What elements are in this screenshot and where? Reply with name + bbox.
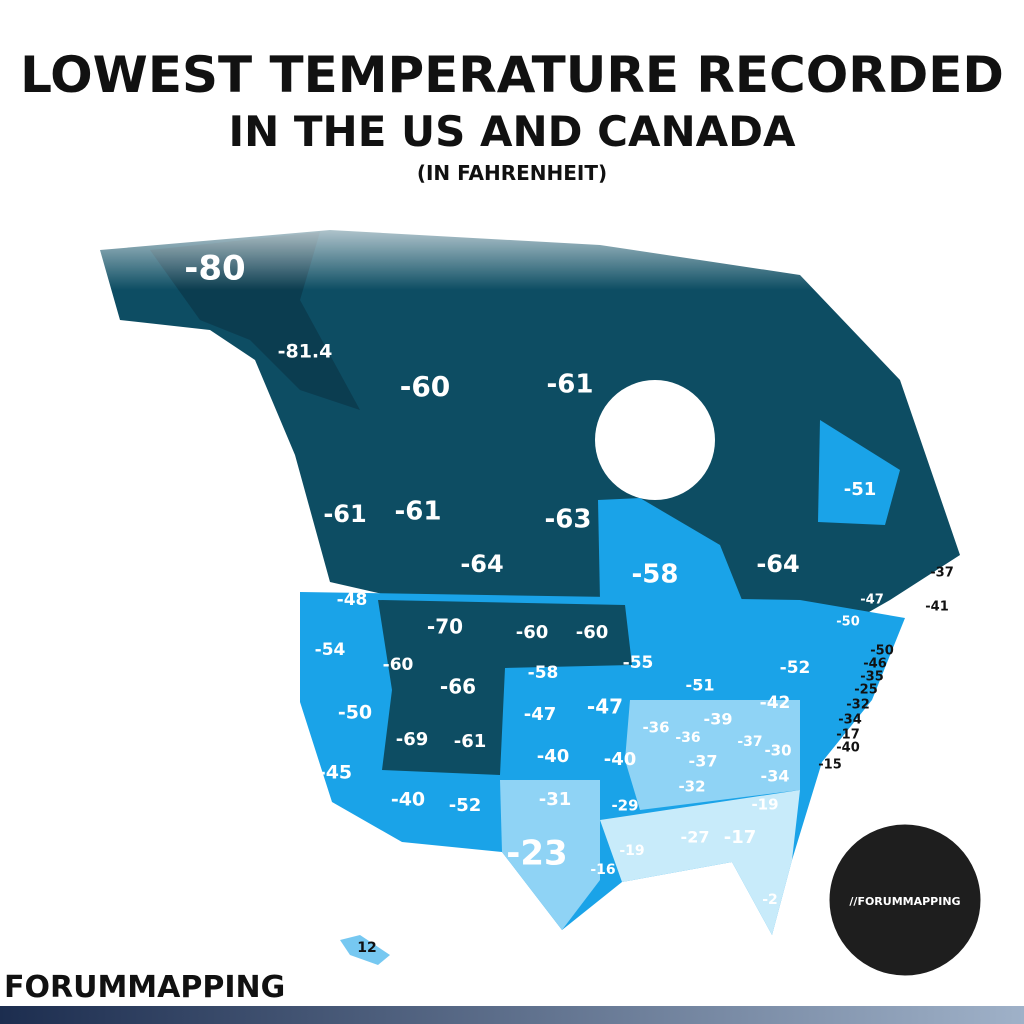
region-label: -66 (440, 675, 476, 699)
region-label: -17 (724, 827, 757, 848)
region-labels: -80 -81.4 -60 -61 -61 -61 -64 -63 -58 -64 -51 -37 -4… (184, 249, 953, 957)
region-label: -30 (764, 742, 791, 760)
region-label: -2 (762, 892, 778, 908)
region-label: -60 (400, 370, 451, 403)
region-label: -61 (454, 731, 487, 752)
region-label: -50 (338, 702, 372, 724)
title: LOWEST TEMPERATURE RECORDED (20, 46, 1004, 104)
region-label: -16 (590, 862, 615, 878)
region-label: -40 (836, 741, 860, 756)
region-label: -37 (689, 752, 718, 771)
badge: //FORUMMAPPING (824, 819, 986, 981)
region-label: -50 (870, 644, 894, 659)
brand: FORUMMAPPING (4, 970, 285, 1005)
region-label: -48 (337, 590, 368, 610)
region-label: -35 (860, 670, 884, 685)
region-label: -32 (678, 778, 705, 796)
region-label: -37 (737, 734, 762, 750)
region-label: -40 (391, 789, 425, 811)
region-label: -34 (761, 767, 790, 786)
region-label: -69 (396, 729, 429, 750)
region-label: -52 (449, 795, 482, 816)
subtitle: (IN FAHRENHEIT) (417, 161, 607, 185)
title: IN THE US AND CANADA (229, 107, 796, 156)
region-label: -64 (756, 550, 799, 578)
region-label: -19 (751, 796, 778, 814)
region-label: -40 (537, 746, 570, 767)
footer-bar (0, 1006, 1024, 1024)
region-label: -42 (760, 693, 791, 713)
region-label: -29 (611, 797, 638, 815)
region-label: -52 (780, 658, 811, 678)
region-label: -54 (315, 640, 346, 660)
region-label: -36 (675, 730, 700, 746)
region-label: -17 (836, 728, 860, 743)
region-label: -25 (854, 683, 878, 698)
region-label: -58 (632, 560, 679, 590)
region-label: -51 (844, 479, 877, 500)
region-label: 12 (357, 940, 376, 956)
region-label: -15 (818, 758, 842, 773)
region-label: -47 (587, 695, 623, 719)
region-label: -64 (460, 550, 503, 578)
region-label: -80 (184, 249, 245, 289)
region-label: -70 (427, 615, 463, 639)
region-label: -60 (576, 622, 609, 643)
region-label: -81.4 (278, 341, 333, 363)
map (0, 200, 1024, 965)
badge-text: //FORUMMAPPING (849, 895, 960, 908)
region-label: -55 (623, 653, 654, 673)
region-label: -60 (383, 655, 414, 675)
region-label: -47 (524, 704, 557, 725)
region-label: -40 (604, 749, 637, 770)
region-label: -61 (395, 497, 442, 527)
region-label: -61 (323, 500, 366, 528)
region-label: -27 (681, 828, 710, 847)
region-label: -61 (547, 370, 594, 400)
region-label: -47 (860, 593, 884, 608)
region-label: -19 (619, 843, 644, 859)
region-label: -34 (838, 713, 862, 728)
region-label: -32 (846, 698, 870, 713)
region-label: -58 (528, 663, 559, 683)
region-label: -23 (506, 834, 567, 874)
region-label: -37 (930, 566, 954, 581)
region-label: -39 (704, 710, 733, 729)
region-label: -31 (539, 789, 572, 810)
region-label: -41 (925, 600, 949, 615)
region-label: -36 (642, 719, 669, 737)
region-label: -51 (686, 676, 715, 695)
region-label: -63 (545, 505, 592, 535)
region-label: -46 (863, 657, 887, 672)
region-label: -45 (318, 762, 352, 784)
region-label: -60 (516, 622, 549, 643)
region-label: -50 (836, 615, 860, 630)
